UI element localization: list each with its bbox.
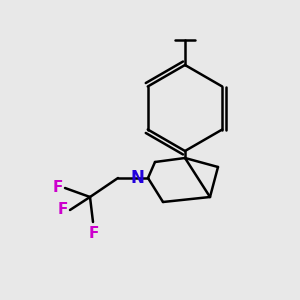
Text: N: N	[130, 169, 144, 187]
Text: F: F	[89, 226, 99, 241]
Text: F: F	[58, 202, 68, 217]
Text: F: F	[52, 179, 63, 194]
